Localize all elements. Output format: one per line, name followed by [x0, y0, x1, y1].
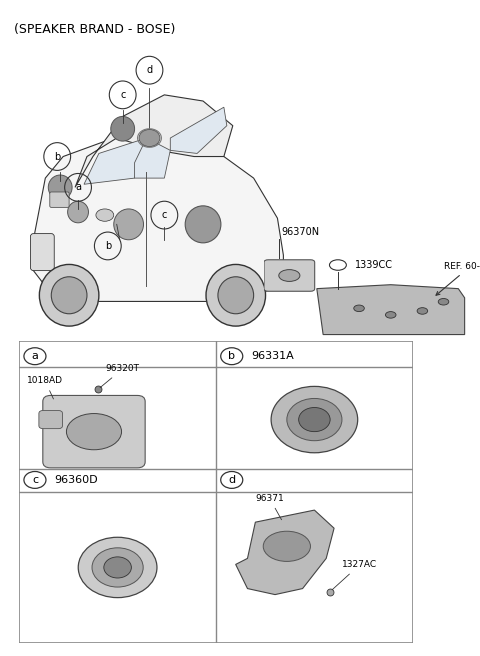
Circle shape: [39, 264, 99, 326]
Ellipse shape: [96, 209, 114, 221]
Text: d: d: [228, 475, 235, 485]
Circle shape: [114, 209, 144, 240]
Circle shape: [417, 308, 428, 314]
Circle shape: [385, 312, 396, 318]
Text: 1327AC: 1327AC: [332, 560, 377, 590]
Circle shape: [104, 557, 132, 578]
Text: 96360D: 96360D: [55, 475, 98, 485]
Polygon shape: [317, 285, 465, 335]
Circle shape: [271, 386, 358, 453]
Text: c: c: [162, 210, 167, 220]
Circle shape: [92, 548, 143, 587]
FancyBboxPatch shape: [264, 260, 315, 291]
FancyBboxPatch shape: [50, 192, 69, 207]
Polygon shape: [170, 107, 227, 154]
Text: 1339CC: 1339CC: [355, 260, 393, 270]
Circle shape: [438, 298, 449, 305]
Polygon shape: [75, 95, 233, 188]
Polygon shape: [84, 138, 146, 184]
Polygon shape: [34, 138, 283, 302]
Text: c: c: [120, 90, 125, 100]
Circle shape: [185, 206, 221, 243]
Circle shape: [354, 305, 364, 312]
Circle shape: [218, 277, 253, 314]
Circle shape: [206, 264, 265, 326]
Circle shape: [111, 116, 134, 141]
Circle shape: [78, 537, 157, 598]
Text: b: b: [105, 241, 111, 251]
FancyBboxPatch shape: [30, 234, 54, 270]
Text: a: a: [75, 182, 81, 192]
Circle shape: [51, 277, 87, 314]
Text: 1018AD: 1018AD: [27, 377, 63, 399]
Ellipse shape: [279, 270, 300, 281]
Circle shape: [299, 407, 330, 432]
Ellipse shape: [66, 413, 121, 450]
Text: a: a: [32, 351, 38, 361]
Text: b: b: [228, 351, 235, 361]
Polygon shape: [236, 510, 334, 594]
Text: 96320T: 96320T: [100, 364, 140, 388]
Text: d: d: [146, 65, 153, 75]
Text: 96331A: 96331A: [252, 351, 294, 361]
Ellipse shape: [139, 129, 160, 146]
Text: b: b: [54, 152, 60, 161]
Polygon shape: [134, 138, 170, 178]
FancyBboxPatch shape: [19, 341, 413, 643]
Text: c: c: [32, 475, 38, 485]
Ellipse shape: [263, 531, 311, 562]
Text: 96370N: 96370N: [281, 227, 319, 237]
FancyBboxPatch shape: [39, 411, 62, 428]
Text: (SPEAKER BRAND - BOSE): (SPEAKER BRAND - BOSE): [14, 23, 176, 36]
Circle shape: [68, 201, 88, 223]
Circle shape: [287, 398, 342, 441]
Circle shape: [48, 175, 72, 199]
Text: REF. 60-651: REF. 60-651: [436, 262, 480, 295]
FancyBboxPatch shape: [43, 396, 145, 468]
Text: 96371: 96371: [255, 494, 284, 520]
